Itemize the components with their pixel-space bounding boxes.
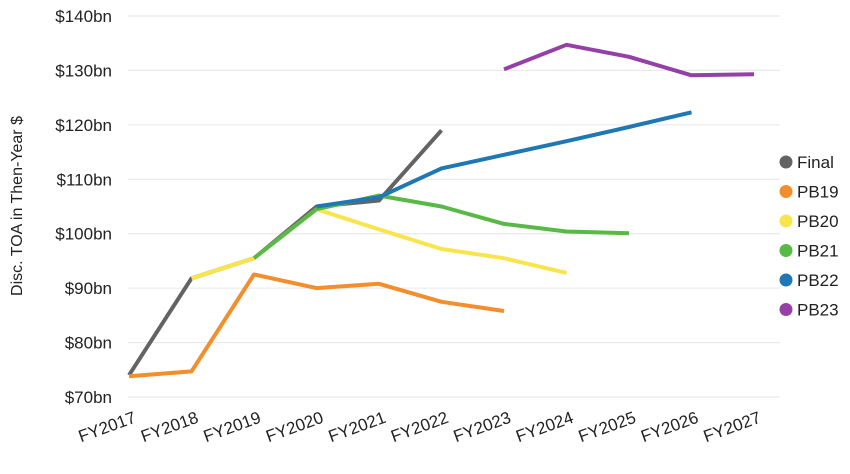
series-line-pb22 [316, 110, 692, 209]
legend-marker [779, 155, 793, 169]
y-axis-tick-labels: $70bn $80bn $90bn $100bn $110bn $120bn $130bn $… [55, 7, 112, 407]
legend-label: PB20 [797, 212, 839, 231]
y-tick-label: $120bn [55, 116, 112, 135]
x-tick-label: FY2018 [138, 408, 200, 446]
x-tick-label: FY2025 [576, 408, 638, 446]
y-tick-label: $80bn [65, 334, 112, 353]
x-axis-tick-labels: FY2017 FY2018 FY2019 FY2020 FY2021 FY2022 FY20… [76, 408, 763, 446]
series-line-final [127, 128, 443, 377]
x-tick-label: FY2024 [513, 408, 575, 446]
legend-marker [779, 244, 793, 257]
legend-marker [779, 273, 793, 287]
x-tick-label: FY2026 [638, 408, 700, 446]
legend-marker [779, 303, 793, 316]
y-tick-label: $90bn [65, 279, 112, 298]
x-tick-label: FY2019 [201, 408, 263, 446]
x-tick-label: FY2027 [701, 408, 763, 446]
series-line-pb19 [128, 272, 505, 379]
gridlines [128, 15, 780, 398]
y-tick-label: $110bn [57, 170, 112, 189]
x-tick-label: FY2021 [326, 408, 388, 446]
legend: Final PB19 PB20 PB21 PB22 PB23 [779, 153, 839, 320]
x-tick-label: FY2017 [76, 408, 138, 446]
y-tick-label: $130bn [55, 61, 112, 80]
series-line-pb23 [503, 42, 755, 78]
legend-label: PB21 [797, 242, 839, 261]
x-tick-label: FY2020 [263, 408, 325, 446]
x-tick-label: FY2023 [451, 408, 513, 446]
series-line-pb21 [252, 193, 630, 260]
y-tick-label: $140bn [55, 7, 112, 26]
y-tick-label: $100bn [55, 225, 112, 244]
legend-label: PB19 [797, 183, 839, 202]
series-lines [127, 42, 755, 379]
y-tick-label: $70bn [65, 388, 112, 407]
legend-label: PB23 [797, 301, 839, 320]
y-axis-label: Disc. TOA in Then-Year $ [9, 116, 26, 296]
legend-label: PB22 [797, 271, 839, 290]
x-tick-label: FY2022 [388, 408, 450, 446]
legend-marker [779, 185, 793, 198]
legend-label: Final [797, 153, 834, 172]
legend-marker [779, 214, 793, 228]
series-line-pb20 [190, 207, 567, 281]
